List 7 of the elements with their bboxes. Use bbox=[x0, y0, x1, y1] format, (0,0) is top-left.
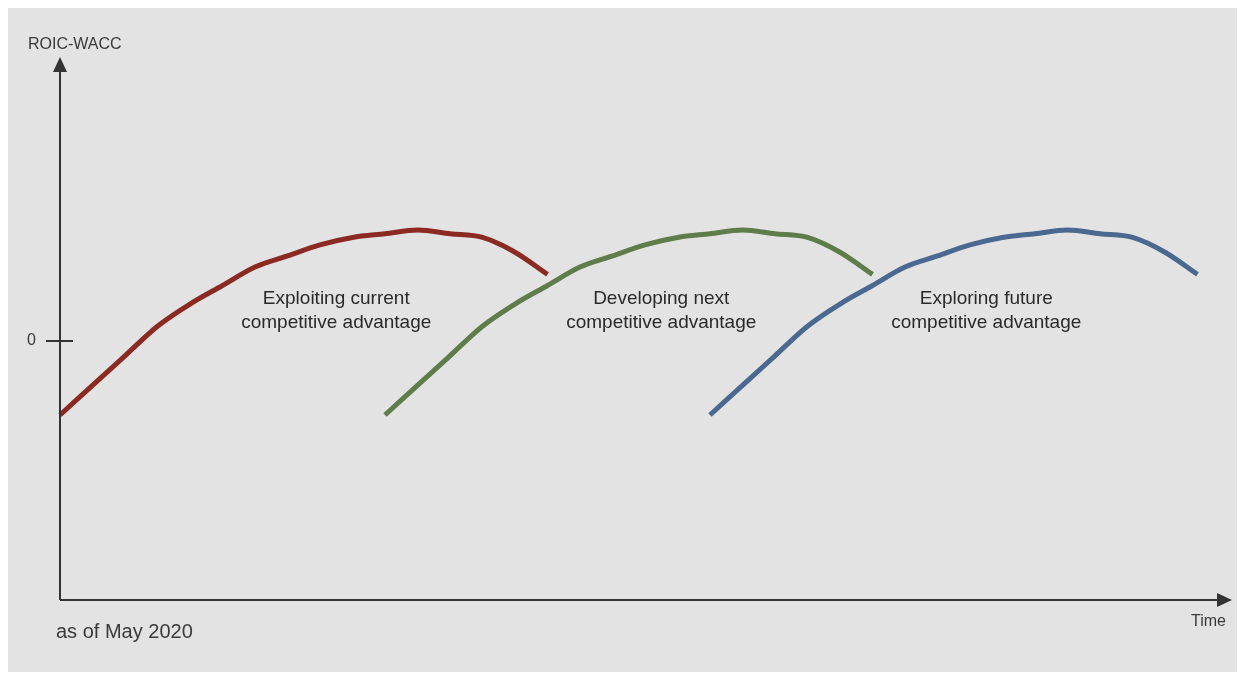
series-label: Exploiting current competitive advantage bbox=[241, 286, 432, 332]
series-label: Exploring future competitive advantage bbox=[891, 286, 1082, 332]
text: ROIC-WACC bbox=[28, 35, 122, 52]
series-label: Developing next competitive advantage bbox=[566, 286, 757, 332]
text: 0 bbox=[27, 331, 37, 349]
text: as of May 2020 bbox=[56, 620, 193, 642]
x-axis-title: Time bbox=[1191, 612, 1227, 629]
